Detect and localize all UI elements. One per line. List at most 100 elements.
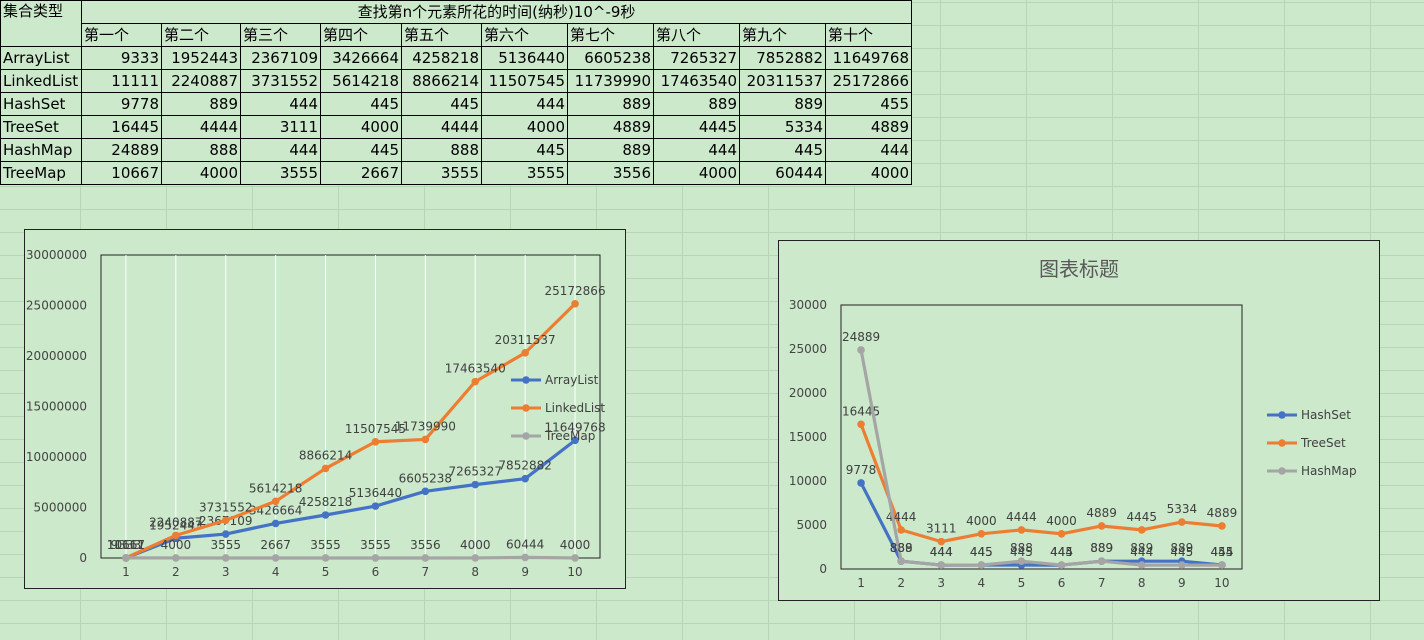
- data-point[interactable]: [471, 554, 480, 562]
- data-point[interactable]: [1017, 526, 1026, 534]
- table-cell[interactable]: 6605238: [567, 46, 654, 70]
- row-label[interactable]: HashSet: [0, 92, 82, 116]
- data-point[interactable]: [1178, 518, 1186, 526]
- data-point[interactable]: [937, 561, 946, 569]
- data-point[interactable]: [1017, 557, 1026, 565]
- table-cell[interactable]: 445: [320, 138, 402, 162]
- data-point[interactable]: [421, 554, 430, 562]
- table-cell[interactable]: 3555: [481, 161, 568, 185]
- data-point[interactable]: [571, 554, 579, 562]
- table-cell[interactable]: 3556: [567, 161, 654, 185]
- data-point[interactable]: [521, 553, 529, 562]
- table-cell[interactable]: 2367109: [240, 46, 321, 70]
- row-label[interactable]: ArrayList: [0, 46, 82, 70]
- data-point[interactable]: [271, 554, 280, 562]
- table-title[interactable]: 查找第n个元素所花的时间(纳秒)10^-9秒: [81, 0, 912, 24]
- data-point[interactable]: [521, 474, 529, 483]
- legend-label[interactable]: HashMap: [1301, 464, 1357, 478]
- data-point[interactable]: [857, 346, 865, 354]
- data-point[interactable]: [221, 554, 230, 562]
- series-line-arraylist[interactable]: [125, 439, 577, 560]
- series-line-treeset[interactable]: [859, 423, 1223, 544]
- column-header[interactable]: 第六个: [481, 23, 568, 47]
- table-cell[interactable]: 4444: [161, 115, 241, 139]
- data-point[interactable]: [172, 531, 180, 540]
- table-cell[interactable]: 17463540: [653, 69, 740, 93]
- table-cell[interactable]: 445: [401, 92, 482, 116]
- table-cell[interactable]: 888: [161, 138, 241, 162]
- series-line-treemap[interactable]: [125, 555, 576, 560]
- table-cell[interactable]: 444: [240, 138, 321, 162]
- table-cell[interactable]: 889: [653, 92, 740, 116]
- table-cell[interactable]: 1952443: [161, 46, 241, 70]
- data-point[interactable]: [937, 537, 946, 546]
- table-cell[interactable]: 4000: [653, 161, 740, 185]
- table-cell[interactable]: 3555: [240, 161, 321, 185]
- column-header[interactable]: 第一个: [81, 23, 162, 47]
- table-cell[interactable]: 11111: [81, 69, 162, 93]
- data-point[interactable]: [1057, 530, 1066, 538]
- column-header[interactable]: 第九个: [739, 23, 826, 47]
- column-header[interactable]: 第四个: [320, 23, 402, 47]
- table-cell[interactable]: 9333: [81, 46, 162, 70]
- column-header[interactable]: 第二个: [161, 23, 241, 47]
- data-point[interactable]: [471, 377, 480, 386]
- series-line-linkedlist[interactable]: [125, 302, 577, 560]
- data-point[interactable]: [1097, 557, 1106, 565]
- data-point[interactable]: [1218, 522, 1226, 530]
- table-cell[interactable]: 2240887: [161, 69, 241, 93]
- data-point[interactable]: [321, 554, 330, 562]
- table-cell[interactable]: 444: [481, 92, 568, 116]
- table-cell[interactable]: 889: [739, 92, 826, 116]
- table-cell[interactable]: 10667: [81, 161, 162, 185]
- table-cell[interactable]: 24889: [81, 138, 162, 162]
- chart-list-times[interactable]: 0 5000000 10000000 15000000 20000000 25000000…: [24, 229, 626, 589]
- table-cell[interactable]: 3555: [401, 161, 482, 185]
- table-cell[interactable]: 888: [401, 138, 482, 162]
- data-point[interactable]: [371, 554, 380, 562]
- data-point[interactable]: [1057, 561, 1066, 569]
- table-cell[interactable]: 3111: [240, 115, 321, 139]
- data-point[interactable]: [321, 511, 330, 519]
- table-cell[interactable]: 4000: [481, 115, 568, 139]
- table-cell[interactable]: 4258218: [401, 46, 482, 70]
- table-cell[interactable]: 889: [567, 92, 654, 116]
- table-cell[interactable]: 25172866: [825, 69, 912, 93]
- table-cell[interactable]: 4445: [653, 115, 740, 139]
- data-point[interactable]: [371, 437, 380, 446]
- table-cell[interactable]: 444: [653, 138, 740, 162]
- table-cell[interactable]: 444: [240, 92, 321, 116]
- table-cell[interactable]: 3731552: [240, 69, 321, 93]
- data-point[interactable]: [977, 561, 986, 569]
- data-point[interactable]: [571, 436, 579, 445]
- table-cell[interactable]: 16445: [81, 115, 162, 139]
- data-point[interactable]: [1178, 561, 1186, 569]
- data-point[interactable]: [271, 519, 280, 528]
- table-cell[interactable]: 4000: [161, 161, 241, 185]
- data-point[interactable]: [221, 530, 230, 538]
- data-point[interactable]: [857, 420, 865, 429]
- table-cell[interactable]: 4000: [825, 161, 912, 185]
- legend-label[interactable]: ArrayList: [545, 373, 599, 387]
- legend-label[interactable]: TreeMap: [544, 429, 595, 443]
- data-point[interactable]: [271, 497, 280, 506]
- table-cell[interactable]: 4444: [401, 115, 482, 139]
- column-header[interactable]: 第十个: [825, 23, 912, 47]
- table-cell[interactable]: 3426664: [320, 46, 402, 70]
- table-cell[interactable]: 445: [739, 138, 826, 162]
- legend-label[interactable]: TreeSet: [1300, 436, 1346, 450]
- chart-set-map-times[interactable]: 图表标题 0 5000 10000 15000 20000 25000 30000 1 2 3 4 5 6…: [778, 240, 1380, 601]
- data-point[interactable]: [1137, 526, 1146, 534]
- data-point[interactable]: [977, 530, 986, 538]
- row-label[interactable]: TreeMap: [0, 161, 82, 185]
- table-cell[interactable]: 11649768: [825, 46, 912, 70]
- row-label[interactable]: HashMap: [0, 138, 82, 162]
- table-cell[interactable]: 4000: [320, 115, 402, 139]
- table-cell[interactable]: 11739990: [567, 69, 654, 93]
- row-label[interactable]: TreeSet: [0, 115, 82, 139]
- data-point[interactable]: [471, 480, 480, 489]
- legend-label[interactable]: HashSet: [1301, 408, 1351, 422]
- data-point[interactable]: [122, 554, 130, 562]
- data-point[interactable]: [1097, 522, 1106, 530]
- data-point[interactable]: [521, 349, 529, 357]
